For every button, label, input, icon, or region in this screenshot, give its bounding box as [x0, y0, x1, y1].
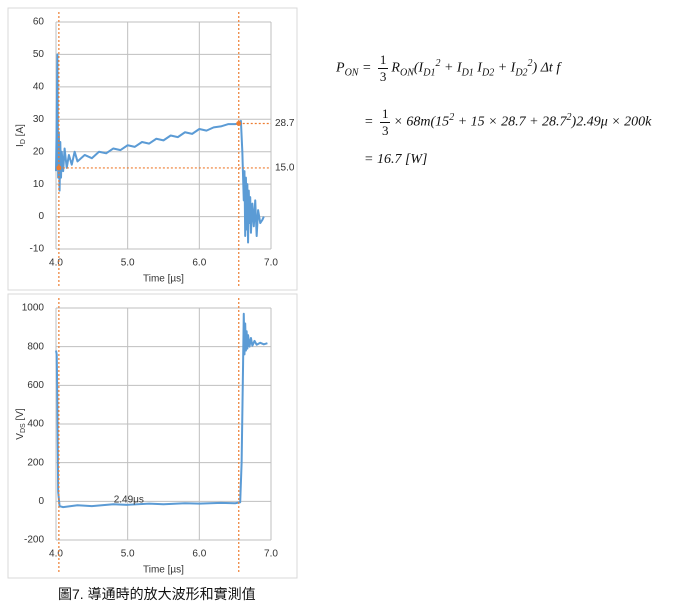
x-tick-label: 5.0	[121, 258, 135, 269]
x-tick-label: 5.0	[121, 549, 135, 560]
annotation: 2.49μs	[114, 495, 144, 506]
x-tick-label: 7.0	[264, 549, 278, 560]
y-tick-label: 1000	[22, 303, 45, 314]
y-tick-label: 10	[33, 179, 45, 190]
y-tick-label: 40	[33, 81, 45, 92]
x-axis-label: Time [µs]	[143, 565, 184, 576]
formula-line: = 16.7 [W]	[364, 152, 428, 167]
y-tick-label: 600	[27, 380, 44, 391]
chart-panel	[7, 293, 298, 579]
y-axis-label: VDS [V]	[15, 408, 28, 440]
y-axis-label-part: DS	[20, 423, 27, 433]
series-line	[55, 312, 268, 509]
x-tick-label: 7.0	[264, 258, 278, 269]
y-axis-label-part: I	[15, 144, 26, 147]
y-tick-label: 20	[33, 146, 45, 157]
y-tick-label: 60	[33, 17, 45, 28]
y-axis-label-part: V	[15, 433, 26, 440]
y-tick-label: -10	[30, 244, 45, 255]
y-tick-label: 50	[33, 49, 45, 60]
marker-dot	[56, 165, 62, 171]
y-tick-label: 30	[33, 114, 45, 125]
x-tick-label: 4.0	[49, 258, 63, 269]
x-axis-label: Time [µs]	[143, 274, 184, 285]
y-tick-label: -200	[24, 535, 44, 546]
y-tick-label: 0	[38, 496, 44, 507]
y-axis-label: ID [A]	[15, 124, 28, 147]
y-tick-label: 0	[38, 211, 44, 222]
caption: 圖7. 導通時的放大波形和實測值	[58, 586, 256, 602]
chart-panel	[7, 7, 298, 291]
x-tick-label: 4.0	[49, 549, 63, 560]
series-line	[55, 53, 265, 244]
y-tick-label: 400	[27, 419, 44, 430]
formula-line: PON = 1 3 RON(ID12 + ID1 ID2 + ID22) Δt f	[336, 52, 561, 84]
x-tick-label: 6.0	[192, 549, 206, 560]
y-tick-label: 800	[27, 341, 44, 352]
y-tick-label: 200	[27, 457, 44, 468]
marker-label: 15.0	[275, 163, 295, 174]
y-axis-label-part: D	[20, 139, 27, 144]
y-axis-label-part: [A]	[15, 124, 26, 139]
y-axis-label-part: [V]	[15, 408, 26, 423]
x-tick-label: 6.0	[192, 258, 206, 269]
marker-dot	[236, 121, 242, 127]
marker-label: 28.7	[275, 118, 295, 129]
formula-line: = 1 3 × 68m(152 + 15 × 28.7 + 28.72)2.49μ …	[364, 106, 652, 138]
